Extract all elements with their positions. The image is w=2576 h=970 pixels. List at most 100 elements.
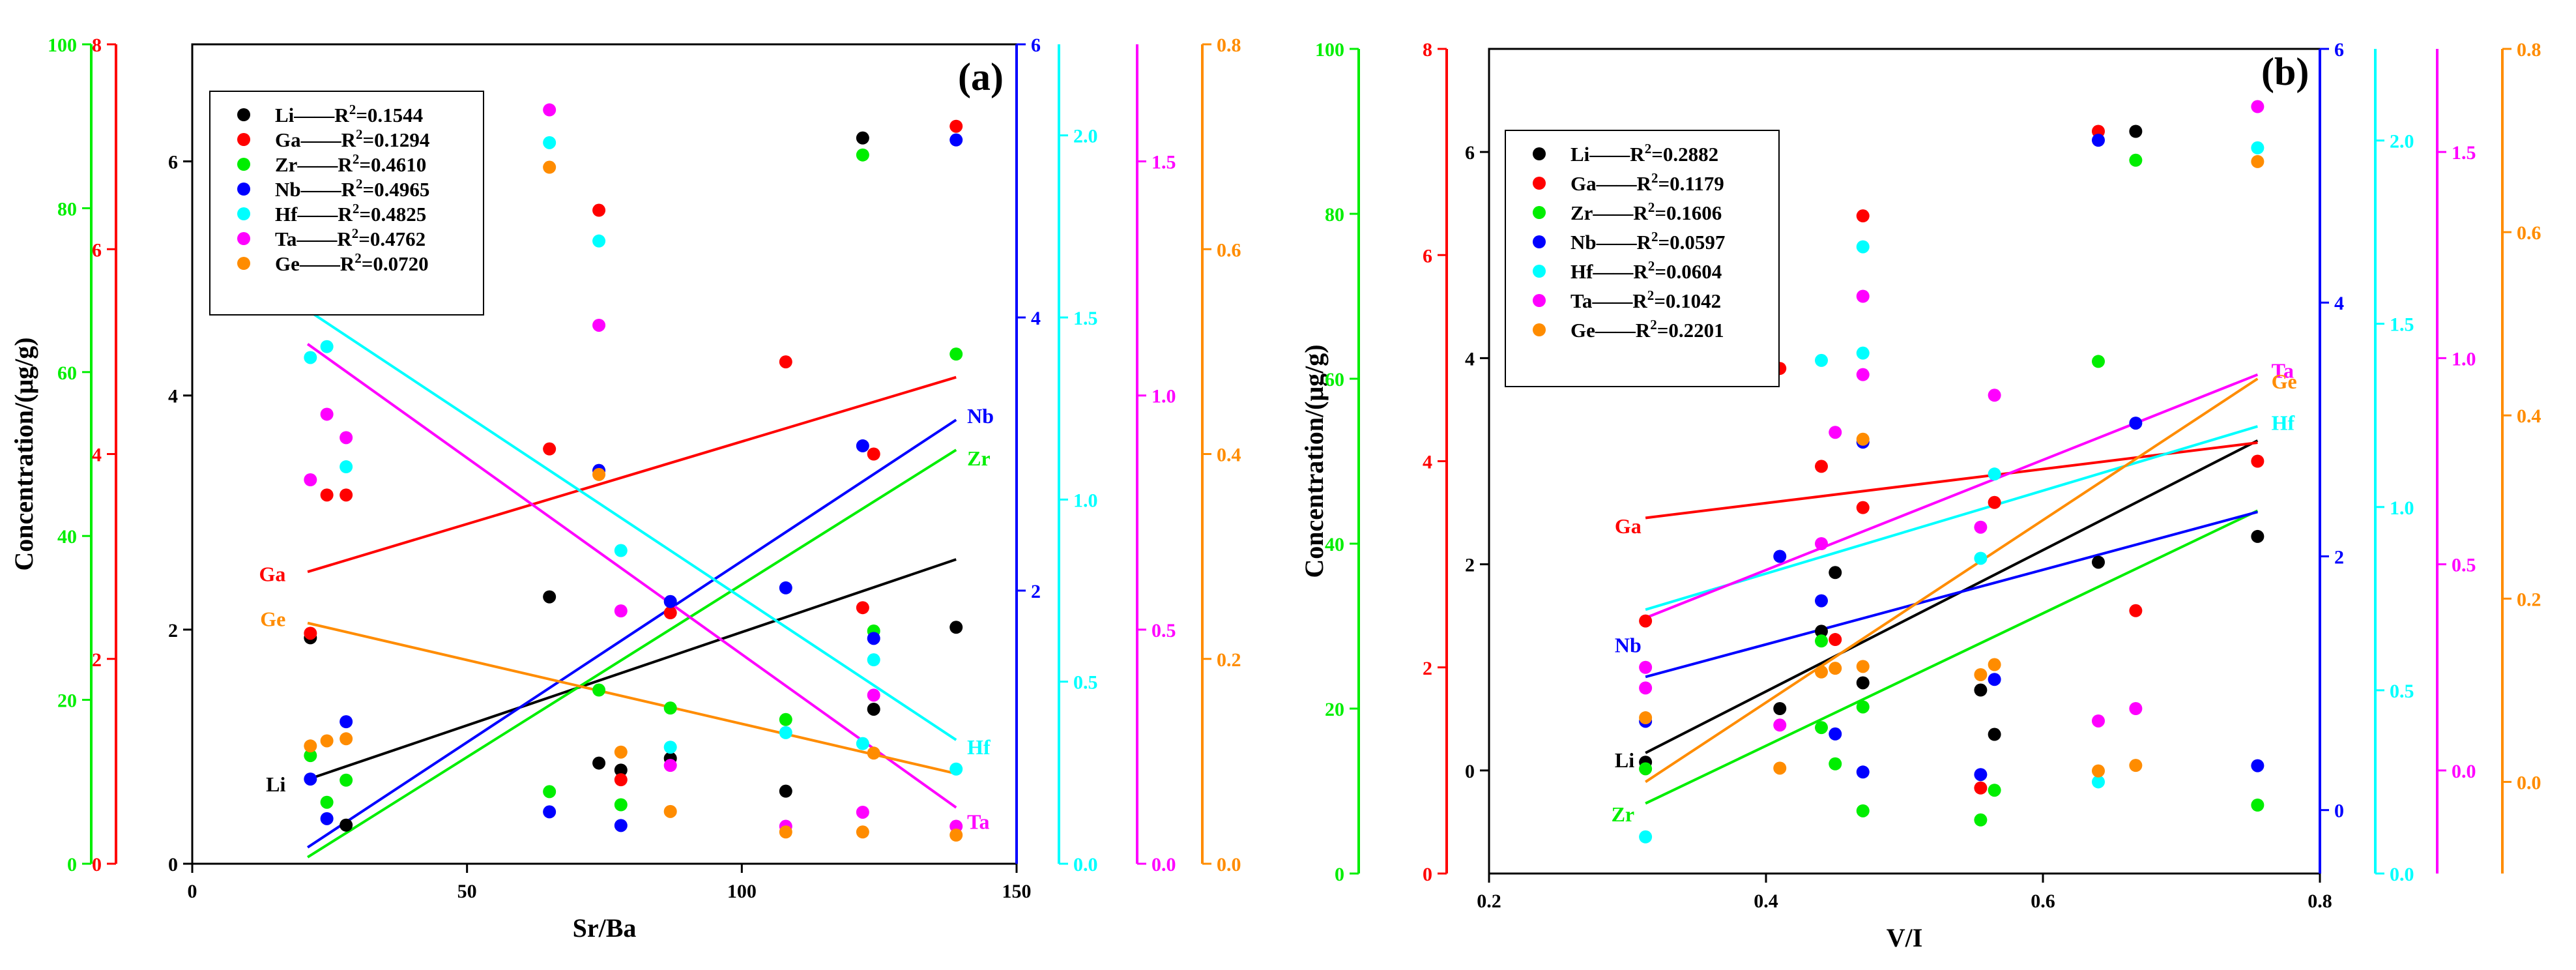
- legend-marker-ga: [237, 133, 250, 146]
- nb-fit-line: [1645, 510, 2258, 679]
- legend-label: Zr——R: [275, 153, 353, 176]
- zr-axis-tick-label: 100: [48, 35, 77, 56]
- legend-marker-zr: [237, 158, 250, 171]
- zr-point: [1974, 813, 1988, 827]
- ta-point: [1974, 520, 1988, 534]
- legend-marker-li: [1533, 147, 1546, 160]
- legend-superscript: 2: [1650, 317, 1657, 332]
- li-point: [949, 621, 963, 634]
- hf-point: [1974, 551, 1988, 565]
- legend-entry-ge: Ge——R2=0.0720: [275, 250, 429, 275]
- x-tick-label: 150: [1002, 881, 1032, 902]
- ta-point: [663, 759, 677, 772]
- legend-entry-ta: Ta——R2=0.4762: [275, 226, 426, 250]
- zr-axis-tick-label: 0: [1335, 864, 1344, 885]
- ga-point: [1815, 460, 1828, 473]
- ge-point: [1856, 432, 1870, 446]
- nb-axis-tick-label: 6: [2334, 39, 2344, 61]
- hf-point: [592, 234, 606, 248]
- ta-axis-tick-label: 0.0: [1151, 854, 1176, 875]
- li-point: [2129, 125, 2143, 138]
- ga-point: [320, 488, 334, 502]
- legend-r2: =0.1179: [1658, 172, 1724, 195]
- hf-axis-tick-label: 2.0: [1073, 126, 1098, 147]
- ge-point: [2251, 154, 2265, 168]
- ta-axis-tick-label: 1.0: [1151, 386, 1176, 407]
- nb-point: [949, 133, 963, 147]
- ta-point: [2251, 100, 2265, 113]
- zr-point: [663, 701, 677, 715]
- zr-axis-tick-label: 40: [57, 526, 77, 548]
- hf-axis-tick-label: 1.0: [2390, 497, 2414, 519]
- panel-label: (a): [958, 55, 1004, 98]
- hf-fit-line: [306, 309, 957, 741]
- li-point: [779, 784, 792, 798]
- ge-line-label: Ge: [260, 607, 285, 630]
- li-axis-tick-label: 6: [1465, 142, 1475, 164]
- ge-line-label: Ge: [2272, 370, 2297, 393]
- zr-point: [304, 749, 317, 763]
- ga-axis-tick-label: 2: [1423, 658, 1432, 679]
- ta-point: [614, 604, 628, 618]
- zr-line-label: Zr: [967, 447, 991, 470]
- zr-point: [1639, 762, 1653, 776]
- ge-fit-line: [1645, 377, 2259, 784]
- hf-fit-line: [1645, 425, 2258, 611]
- ta-axis-tick-label: 0.0: [2452, 761, 2476, 782]
- legend-superscript: 2: [1645, 141, 1652, 156]
- zr-point: [592, 683, 606, 697]
- nb-line-label: Nb: [1615, 634, 1642, 657]
- legend-r2: =0.1606: [1655, 201, 1722, 224]
- ta-axis-tick-label: 1.5: [1151, 152, 1176, 173]
- ge-axis-tick-label: 0.8: [2517, 39, 2541, 61]
- hf-axis-tick-label: 0.5: [1073, 672, 1098, 694]
- legend-entry-ga: Ga——R2=0.1179: [1570, 170, 1724, 195]
- li-point: [1974, 683, 1988, 697]
- ga-axis-tick-label: 0: [1423, 864, 1432, 885]
- ta-point: [1639, 681, 1653, 695]
- hf-point: [949, 762, 963, 776]
- ta-point: [856, 805, 869, 819]
- ga-line-label: Ga: [259, 562, 285, 585]
- zr-axis-tick-label: 60: [57, 362, 77, 384]
- legend-entry-ga: Ga——R2=0.1294: [275, 126, 429, 151]
- li-axis-tick-label: 4: [168, 386, 178, 407]
- hf-axis-tick-label: 1.5: [1073, 308, 1098, 329]
- ga-fit-line: [1645, 441, 2258, 520]
- legend-superscript: 2: [349, 102, 356, 117]
- ga-axis-tick-label: 8: [92, 35, 102, 56]
- ga-axis-tick-label: 6: [1423, 245, 1432, 267]
- zr-axis-tick-label: 60: [1325, 369, 1344, 390]
- ta-point: [304, 473, 317, 487]
- ta-point: [543, 103, 557, 117]
- ge-axis-tick-label: 0.2: [1217, 649, 1241, 671]
- li-point: [2251, 529, 2265, 543]
- legend-entry-ge: Ge——R2=0.2201: [1570, 317, 1724, 342]
- ge-point: [2092, 764, 2105, 778]
- li-axis-tick-label: 0: [168, 854, 178, 875]
- x-tick-label: 0.2: [1477, 890, 1501, 912]
- ge-point: [592, 467, 606, 481]
- ge-point: [663, 804, 677, 818]
- ge-axis-tick-label: 0.4: [1217, 445, 1241, 466]
- zr-point: [1856, 700, 1870, 714]
- x-tick-label: 50: [457, 881, 477, 902]
- ge-axis-tick-label: 0.2: [2517, 589, 2541, 610]
- li-axis-tick-label: 6: [168, 152, 178, 173]
- x-tick-label: 0.6: [2031, 890, 2055, 912]
- legend-marker-ta: [1533, 294, 1546, 307]
- zr-point: [1815, 721, 1828, 735]
- ga-point: [867, 447, 880, 461]
- y-axis-title: Concentration/(μg/g): [9, 337, 38, 570]
- nb-point: [2251, 759, 2265, 772]
- legend-r2: =0.4825: [359, 203, 426, 226]
- ga-point: [1829, 633, 1842, 647]
- nb-fit-line: [306, 419, 957, 849]
- ge-point: [1815, 665, 1828, 679]
- nb-point: [1974, 768, 1988, 782]
- nb-axis-tick-label: 6: [1031, 35, 1041, 56]
- legend-label: Nb——R: [275, 178, 356, 201]
- legend-marker-ga: [1533, 177, 1546, 190]
- ga-point: [592, 203, 606, 217]
- zr-line-label: Zr: [1612, 802, 1635, 826]
